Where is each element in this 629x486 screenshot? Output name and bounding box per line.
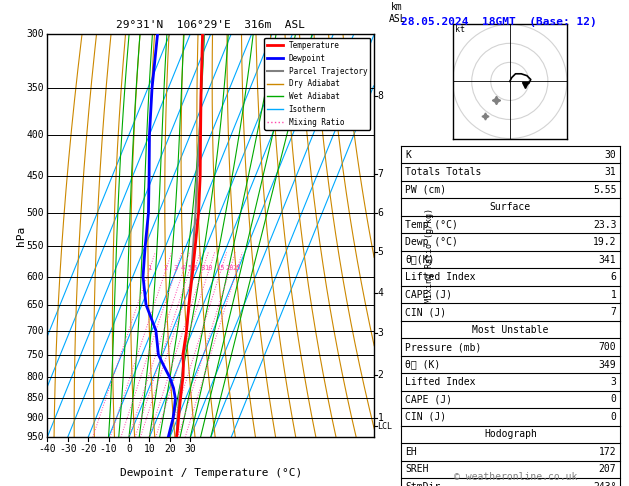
Text: -20: -20 [79, 444, 97, 454]
Text: 550: 550 [26, 241, 44, 251]
Text: 650: 650 [26, 299, 44, 310]
Text: 400: 400 [26, 130, 44, 139]
Text: 172: 172 [599, 447, 616, 457]
Text: Dewpoint / Temperature (°C): Dewpoint / Temperature (°C) [120, 468, 302, 478]
Text: θᴇ (K): θᴇ (K) [405, 360, 440, 369]
Text: Temp (°C): Temp (°C) [405, 220, 458, 229]
Text: 700: 700 [599, 342, 616, 352]
Text: 6: 6 [377, 208, 384, 218]
Text: 750: 750 [26, 349, 44, 360]
Text: 6: 6 [192, 265, 196, 271]
Text: CAPE (J): CAPE (J) [405, 290, 452, 299]
Text: 207: 207 [599, 465, 616, 474]
Text: 31: 31 [604, 167, 616, 177]
Text: CAPE (J): CAPE (J) [405, 395, 452, 404]
Text: 950: 950 [26, 433, 44, 442]
Text: 350: 350 [26, 83, 44, 93]
Text: PW (cm): PW (cm) [405, 185, 446, 194]
Text: kt: kt [455, 25, 465, 34]
Text: km
ASL: km ASL [388, 2, 406, 24]
Text: 15: 15 [216, 265, 225, 271]
Text: 25: 25 [232, 265, 241, 271]
Text: 800: 800 [26, 372, 44, 382]
Text: StmDir: StmDir [405, 482, 440, 486]
Text: 5: 5 [187, 265, 191, 271]
Text: 450: 450 [26, 171, 44, 181]
Text: Totals Totals: Totals Totals [405, 167, 481, 177]
Text: -10: -10 [99, 444, 118, 454]
Text: SREH: SREH [405, 465, 428, 474]
Text: 900: 900 [26, 414, 44, 423]
Text: Surface: Surface [490, 202, 531, 212]
Text: 7: 7 [377, 169, 384, 178]
Text: CIN (J): CIN (J) [405, 307, 446, 317]
Text: 0: 0 [611, 412, 616, 422]
Text: 850: 850 [26, 394, 44, 403]
Text: 600: 600 [26, 272, 44, 281]
Text: hPa: hPa [16, 226, 26, 246]
Text: 30: 30 [604, 150, 616, 159]
Text: 8: 8 [200, 265, 204, 271]
Text: 4: 4 [181, 265, 186, 271]
Text: © weatheronline.co.uk: © weatheronline.co.uk [454, 472, 577, 482]
Text: 1: 1 [147, 265, 151, 271]
Text: Lifted Index: Lifted Index [405, 377, 476, 387]
Text: 28.05.2024  18GMT  (Base: 12): 28.05.2024 18GMT (Base: 12) [401, 17, 597, 27]
Text: 3: 3 [174, 265, 178, 271]
Text: 1: 1 [611, 290, 616, 299]
Text: Pressure (mb): Pressure (mb) [405, 342, 481, 352]
Text: 23.3: 23.3 [593, 220, 616, 229]
Text: 8: 8 [377, 91, 384, 101]
Text: -40: -40 [38, 444, 56, 454]
Text: LCL: LCL [377, 422, 392, 431]
Text: 1: 1 [377, 413, 384, 423]
Text: 5: 5 [377, 247, 384, 258]
Text: 10: 10 [143, 444, 155, 454]
Text: 6: 6 [611, 272, 616, 282]
Text: 3: 3 [377, 328, 384, 338]
Text: 0: 0 [126, 444, 132, 454]
Text: 4: 4 [377, 288, 384, 297]
Text: 19.2: 19.2 [593, 237, 616, 247]
Text: 30: 30 [184, 444, 196, 454]
Text: 243°: 243° [593, 482, 616, 486]
Text: 20: 20 [164, 444, 175, 454]
Text: Dewp (°C): Dewp (°C) [405, 237, 458, 247]
Title: 29°31'N  106°29'E  316m  ASL: 29°31'N 106°29'E 316m ASL [116, 20, 305, 31]
Text: 0: 0 [611, 395, 616, 404]
Text: 700: 700 [26, 326, 44, 335]
Text: 3: 3 [611, 377, 616, 387]
Text: 5.55: 5.55 [593, 185, 616, 194]
Text: Most Unstable: Most Unstable [472, 325, 548, 334]
Text: CIN (J): CIN (J) [405, 412, 446, 422]
Legend: Temperature, Dewpoint, Parcel Trajectory, Dry Adiabat, Wet Adiabat, Isotherm, Mi: Temperature, Dewpoint, Parcel Trajectory… [264, 38, 370, 130]
Text: 10: 10 [204, 265, 213, 271]
Text: Mixing Ratio (g/kg): Mixing Ratio (g/kg) [425, 208, 435, 303]
Text: 20: 20 [225, 265, 234, 271]
Text: 2: 2 [164, 265, 168, 271]
Text: Lifted Index: Lifted Index [405, 272, 476, 282]
Text: 341: 341 [599, 255, 616, 264]
Text: 349: 349 [599, 360, 616, 369]
Text: θᴇ(K): θᴇ(K) [405, 255, 435, 264]
Text: K: K [405, 150, 411, 159]
Text: 300: 300 [26, 29, 44, 39]
Text: -30: -30 [58, 444, 77, 454]
Text: 7: 7 [611, 307, 616, 317]
Text: EH: EH [405, 447, 417, 457]
Text: 500: 500 [26, 208, 44, 218]
Text: 2: 2 [377, 370, 384, 380]
Text: Hodograph: Hodograph [484, 430, 537, 439]
